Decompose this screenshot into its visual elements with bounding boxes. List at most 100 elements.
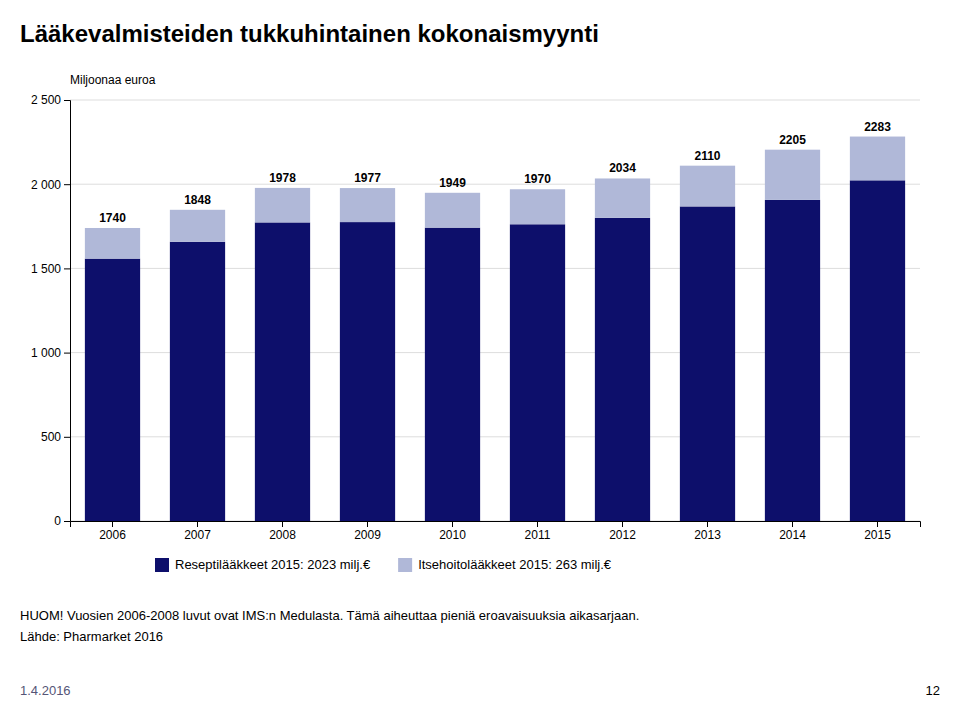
bar — [680, 206, 735, 521]
bar — [765, 200, 820, 521]
bar — [595, 178, 650, 217]
total-label: 2110 — [694, 149, 720, 163]
legend-swatch — [155, 558, 169, 572]
plot: 1740184819781977194919702034211022052283… — [31, 93, 921, 541]
tick-mark — [537, 521, 538, 527]
x-tick-label: 2014 — [779, 528, 806, 542]
x-tick: 2006 — [99, 521, 126, 542]
title: Lääkevalmisteiden tukkuhintainen kokonai… — [20, 20, 599, 47]
tick-mark — [64, 184, 70, 185]
legend: Reseptilääkkeet 2015: 2023 milj.€ Itsehoi… — [155, 557, 612, 572]
bar — [425, 193, 480, 228]
bar — [510, 224, 565, 521]
y-tick: 1 500 — [31, 262, 70, 276]
total-label: 1949 — [439, 176, 466, 190]
y-axis-label: Miljoonaa euroa — [70, 73, 156, 87]
bar — [595, 218, 650, 521]
x-tick-label: 2013 — [694, 528, 721, 542]
y-tick: 2 500 — [31, 93, 70, 107]
grid — [70, 100, 920, 521]
y-tick-label: 500 — [41, 430, 61, 444]
tick-mark — [64, 437, 70, 438]
tick-mark — [452, 521, 453, 527]
x-tick-label: 2015 — [864, 528, 891, 542]
y-axis: 0 500 1 000 1 500 2 000 2 500 — [31, 93, 71, 528]
footnote: Lähde: Pharmarket 2016 — [20, 629, 163, 644]
tick-mark — [792, 521, 793, 527]
tick-mark — [64, 521, 70, 522]
grid-line — [70, 100, 920, 101]
tick-mark — [707, 521, 708, 527]
legend-label: Itsehoitolääkkeet 2015: 263 milj.€ — [418, 557, 612, 572]
x-tick: 2014 — [779, 521, 806, 542]
x-tick-label: 2012 — [609, 528, 636, 542]
legend-swatch — [398, 558, 412, 572]
x-tick: 2008 — [269, 521, 296, 542]
tick-mark — [64, 100, 70, 101]
bar — [170, 242, 225, 521]
bar — [340, 222, 395, 521]
y-tick: 1 000 — [31, 346, 70, 360]
bar — [510, 189, 565, 224]
x-tick: 2011 — [525, 521, 551, 542]
x-tick-label: 2011 — [525, 528, 551, 542]
total-label: 2283 — [864, 120, 891, 134]
total-label: 2034 — [609, 161, 636, 175]
bar — [765, 150, 820, 200]
page-label: 12 — [926, 683, 940, 698]
bar-series — [85, 137, 905, 259]
x-tick-label: 2006 — [99, 528, 126, 542]
bar — [340, 188, 395, 222]
legend-item: Reseptilääkkeet 2015: 2023 milj.€ — [155, 557, 371, 572]
bars — [85, 137, 905, 521]
total-label: 1977 — [354, 171, 381, 185]
tick-mark — [877, 521, 878, 527]
bar — [85, 228, 140, 259]
y-tick-label: 2 500 — [31, 93, 61, 107]
x-tick: 2007 — [184, 521, 211, 542]
x-tick: 2015 — [864, 521, 891, 542]
bar — [255, 188, 310, 223]
footnote: HUOM! Vuosien 2006-2008 luvut ovat IMS:n… — [20, 608, 639, 623]
bar — [170, 210, 225, 242]
tick-mark — [64, 353, 70, 354]
date-label: 1.4.2016 — [20, 683, 71, 698]
data-labels: 1740184819781977194919702034211022052283 — [99, 120, 891, 225]
tick-mark — [112, 521, 113, 527]
bar — [85, 259, 140, 521]
y-tick-label: 0 — [54, 514, 61, 528]
legend-label: Reseptilääkkeet 2015: 2023 milj.€ — [175, 557, 371, 572]
tick-mark — [622, 521, 623, 527]
bar — [680, 166, 735, 207]
tick-mark — [64, 268, 70, 269]
bar — [850, 137, 905, 181]
y-tick-label: 1 500 — [31, 262, 61, 276]
x-tick: 2009 — [354, 521, 381, 542]
total-label: 1848 — [184, 193, 211, 207]
x-tick-label: 2010 — [439, 528, 466, 542]
bar-series — [85, 180, 905, 521]
total-label: 2205 — [779, 133, 806, 147]
y-tick: 0 — [54, 514, 70, 528]
legend-item: Itsehoitolääkkeet 2015: 263 milj.€ — [398, 557, 612, 572]
total-label: 1740 — [99, 211, 126, 225]
x-tick-label: 2007 — [184, 528, 211, 542]
y-tick: 2 000 — [31, 178, 70, 192]
chart: Lääkevalmisteiden tukkuhintainen kokonai… — [0, 0, 960, 711]
tick-mark — [197, 521, 198, 527]
y-tick-label: 1 000 — [31, 346, 61, 360]
y-tick: 500 — [41, 430, 70, 444]
axis-line — [71, 522, 921, 528]
x-tick: 2013 — [694, 521, 721, 542]
bar — [255, 222, 310, 521]
tick-mark — [282, 521, 283, 527]
bar — [425, 228, 480, 521]
x-tick: 2010 — [439, 521, 466, 542]
x-tick-label: 2008 — [269, 528, 296, 542]
total-label: 1970 — [524, 172, 551, 186]
x-tick-label: 2009 — [354, 528, 381, 542]
x-tick: 2012 — [609, 521, 636, 542]
y-tick-label: 2 000 — [31, 178, 61, 192]
bar — [850, 180, 905, 521]
tick-mark — [367, 521, 368, 527]
